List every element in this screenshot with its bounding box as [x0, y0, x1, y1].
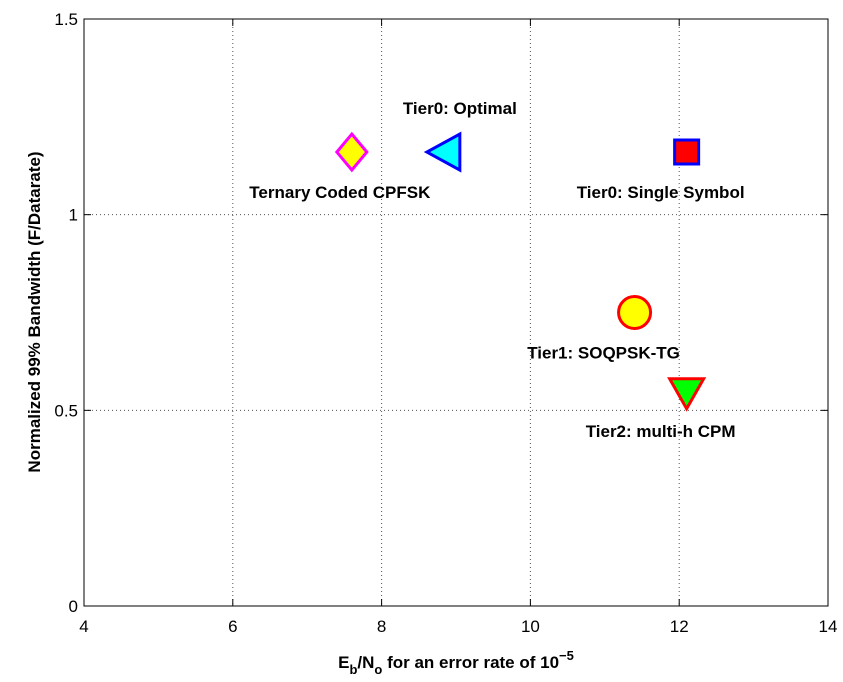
- marker: [617, 295, 653, 330]
- marker: [667, 377, 707, 412]
- marker: [423, 131, 462, 173]
- x-tick-label: 8: [377, 617, 386, 636]
- x-tick-label: 4: [79, 617, 88, 636]
- x-axis-label: Eb/No for an error rate of 10−5: [338, 648, 574, 677]
- point-label: Tier0: Optimal: [403, 99, 517, 118]
- x-tick-label: 10: [521, 617, 540, 636]
- x-tick-label: 6: [228, 617, 237, 636]
- x-label-part: /N: [357, 653, 374, 672]
- y-axis-label: Normalized 99% Bandwidth (F/Datarate): [25, 151, 44, 472]
- y-tick-label: 1.5: [54, 10, 78, 29]
- x-label-part: −5: [559, 648, 574, 663]
- marker: [673, 138, 701, 166]
- marker: [334, 131, 369, 173]
- y-tick-label: 0.5: [54, 401, 78, 420]
- point-label: Tier0: Single Symbol: [577, 183, 745, 202]
- point-label: Tier1: SOQPSK-TG: [527, 344, 680, 363]
- point-label: Ternary Coded CPFSK: [249, 183, 431, 202]
- y-tick-label: 1: [69, 206, 78, 225]
- x-label-part: E: [338, 653, 349, 672]
- x-label-part: for an error rate of 10: [382, 653, 559, 672]
- plot-frame: [83, 18, 829, 607]
- x-tick-label: 14: [819, 617, 838, 636]
- x-label-part: b: [349, 662, 357, 677]
- point-label: Tier2: multi-h CPM: [586, 422, 736, 441]
- y-tick-label: 0: [69, 597, 78, 616]
- x-label-part: o: [374, 662, 382, 677]
- x-tick-label: 12: [670, 617, 689, 636]
